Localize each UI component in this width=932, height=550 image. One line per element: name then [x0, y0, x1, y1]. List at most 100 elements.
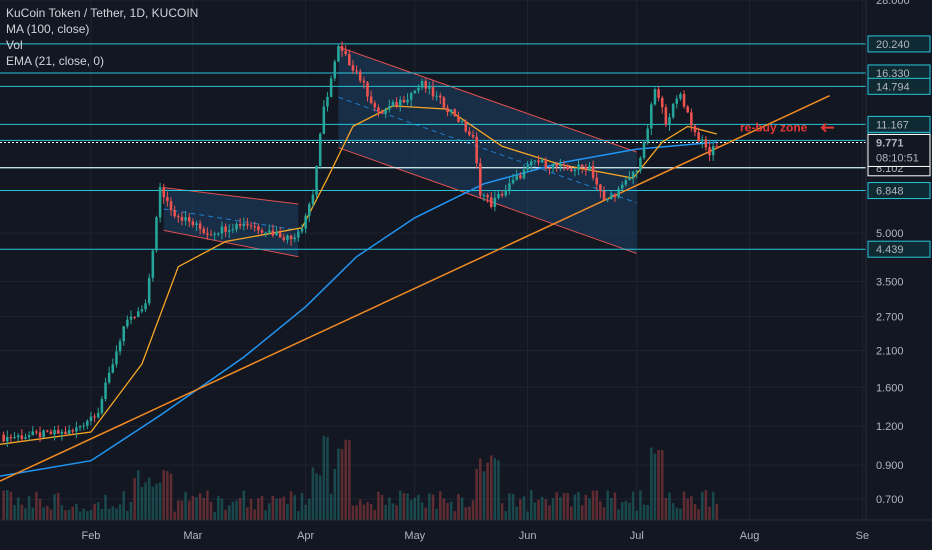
indicator-ma100[interactable]: MA (100, close) [6, 22, 90, 36]
candle-body [591, 166, 595, 178]
candle-body [529, 161, 533, 166]
volume-bar [100, 508, 104, 520]
candle-body [482, 195, 486, 197]
candle-body [13, 437, 16, 439]
candle-body [599, 184, 602, 192]
volume-bar [122, 491, 125, 520]
volume-bar [693, 504, 697, 520]
volume-bar [406, 493, 409, 520]
candle-body [457, 116, 460, 122]
volume-bar [195, 497, 198, 520]
time-tick-label: Jun [519, 530, 537, 542]
candle-body [548, 168, 551, 170]
candle-body [329, 78, 333, 97]
volume-bar [304, 504, 307, 520]
volume-bar [377, 491, 380, 520]
volume-bar [158, 482, 162, 520]
volume-bar [355, 505, 358, 520]
candle-body [64, 431, 67, 435]
volume-bar [82, 508, 85, 520]
volume-bar [442, 498, 446, 520]
price-tick-label: 6.848 [876, 186, 904, 198]
volume-bar [177, 500, 180, 520]
candle-body [104, 382, 107, 400]
volume-bar [358, 499, 362, 520]
volume-bar [191, 496, 195, 520]
candle-body [508, 183, 511, 190]
time-tick-label: Feb [81, 530, 100, 542]
volume-bar [78, 511, 82, 520]
candle-body [224, 226, 227, 232]
volume-bar [657, 450, 660, 520]
volume-bar [322, 435, 326, 520]
candle-body [384, 109, 387, 114]
candle-body [129, 316, 133, 320]
volume-bar [606, 490, 609, 520]
candle-body [49, 431, 53, 435]
candle-body [180, 216, 184, 221]
volume-bar [599, 501, 602, 520]
volume-bar [628, 502, 631, 520]
volume-bar [2, 490, 5, 520]
candle-body [24, 437, 27, 439]
volume-bar [173, 511, 176, 520]
volume-bar [468, 506, 471, 520]
volume-bar [238, 497, 242, 520]
candle-body [308, 204, 311, 216]
indicator-volume[interactable]: Vol [6, 38, 23, 52]
price-tick-label: 3.500 [876, 276, 904, 288]
candle-body [46, 430, 49, 432]
volume-bar [198, 493, 202, 520]
volume-bar [704, 490, 708, 520]
volume-bar [27, 496, 31, 520]
volume-bar [617, 509, 620, 520]
volume-bar [431, 494, 435, 520]
price-level-label-box [867, 240, 931, 258]
price-tick-label: 11.167 [876, 119, 909, 131]
candle-body [610, 194, 613, 199]
channel-mid-line [163, 208, 299, 231]
candle-body [471, 134, 475, 137]
volume-bar [318, 475, 322, 520]
time-axis-background [0, 520, 932, 550]
candle-body [442, 97, 446, 108]
candle-body [311, 194, 315, 205]
volume-bar [424, 507, 427, 520]
symbol-title[interactable]: KuCoin Token / Tether, 1D, KUCOIN [6, 6, 199, 20]
last-price-box [867, 133, 931, 167]
volume-bar [464, 507, 468, 520]
candle-body [569, 169, 573, 171]
candle-body [75, 427, 78, 432]
volume-bar [610, 497, 613, 520]
volume-bar [282, 496, 286, 520]
volume-bar [519, 499, 522, 520]
volume-bar [89, 510, 93, 520]
volume-bar [635, 510, 639, 520]
volume-bar [300, 493, 304, 520]
volume-bar [9, 491, 13, 520]
volume-bar [526, 511, 529, 520]
candle-body [439, 95, 442, 98]
time-tick-label: Apr [297, 530, 314, 542]
candle-body [708, 147, 711, 156]
volume-bar [362, 504, 366, 520]
volume-bar [369, 503, 373, 520]
volume-bar [540, 497, 544, 520]
ma100-line [0, 141, 717, 477]
volume-bar [64, 510, 67, 520]
candle-body [293, 237, 297, 240]
candle-body [89, 416, 93, 421]
volume-bar [522, 496, 526, 520]
volume-bar [384, 504, 387, 520]
volume-bar [555, 492, 558, 520]
candle-body [56, 430, 60, 434]
candle-body [82, 425, 85, 427]
candle-body [555, 164, 558, 167]
volume-bar [591, 490, 595, 520]
volume-bar [249, 498, 253, 520]
volume-bar [675, 507, 679, 520]
candle-body [169, 201, 173, 211]
candle-body [704, 139, 708, 148]
indicator-ema21[interactable]: EMA (21, close, 0) [6, 54, 105, 68]
